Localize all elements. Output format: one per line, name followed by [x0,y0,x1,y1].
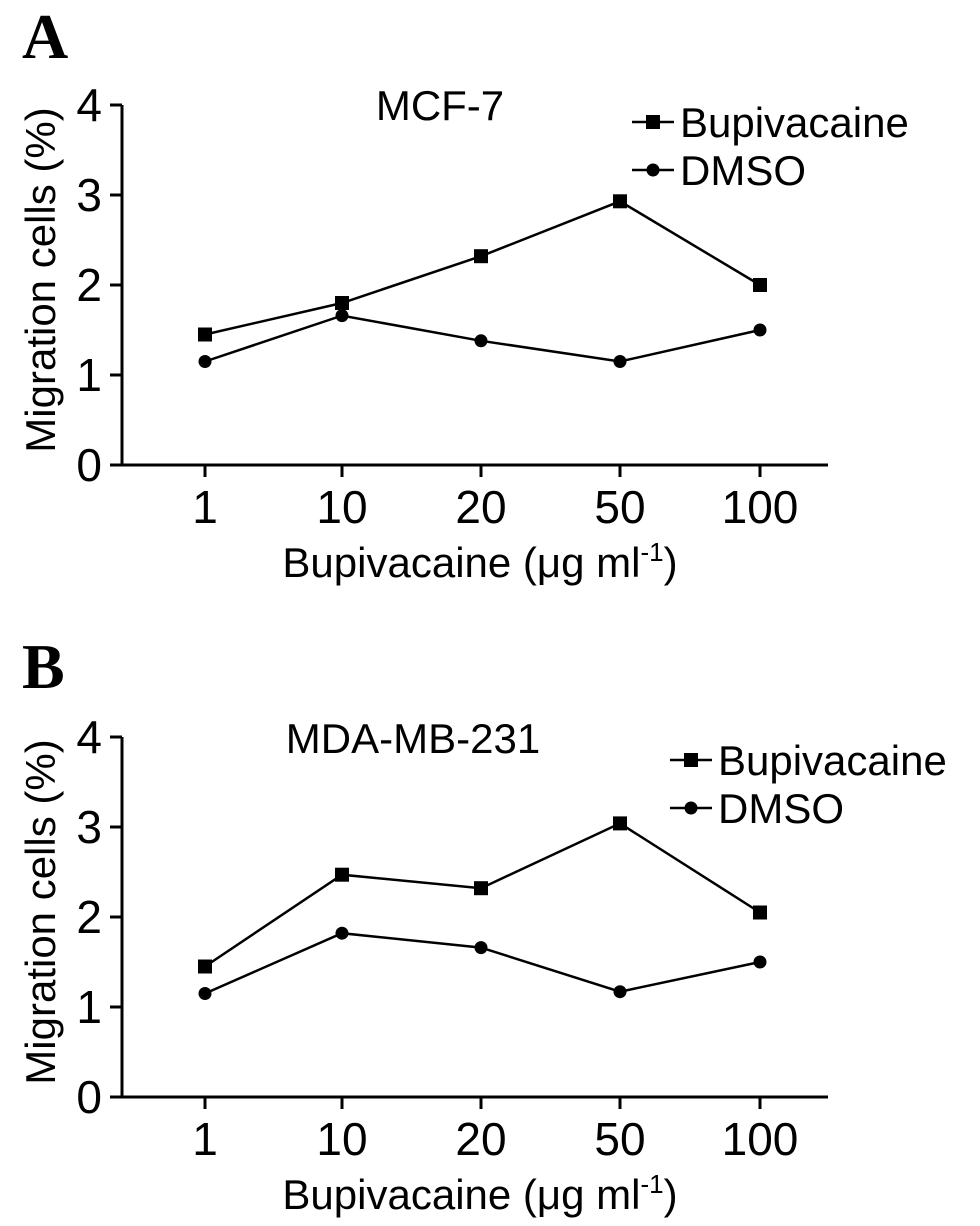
x-tick-label: 50 [594,481,645,533]
y-tick-label: 2 [76,891,102,943]
y-tick-label: 0 [76,1071,102,1123]
x-tick-label: 10 [316,481,367,533]
y-tick-label: 1 [76,349,102,401]
legend-marker-square [684,753,698,767]
data-point-circle [613,355,627,368]
data-point-circle [198,987,212,1000]
data-point-square [474,249,488,264]
legend-marker-square [646,115,660,129]
y-tick-label: 1 [76,981,102,1033]
y-tick-label: 0 [76,439,102,491]
data-point-circle [198,355,212,368]
chart-title: MCF-7 [376,82,504,129]
data-point-circle [753,323,767,337]
data-point-square [335,296,349,310]
x-tick-label: 1 [192,1113,218,1165]
x-axis-label: Bupivacaine (μg ml-1) [282,1169,677,1218]
chart-panel-a: A 0 1 2 3 4 1 10 20 50 100 Bupivacaine (μg ml-1) Mig… [17,1,909,586]
x-tick-label: 20 [455,1113,506,1165]
data-point-circle [335,926,349,940]
y-axis-label: Migration cells (%) [17,739,64,1084]
data-point-square [335,867,349,882]
data-point-square [198,959,212,974]
data-point-circle [613,985,627,999]
x-axis-label: Bupivacaine (μg ml-1) [282,537,677,586]
data-point-circle [753,955,767,969]
legend-marker-circle [684,801,698,815]
legend-label: DMSO [718,785,844,832]
legend-label: Bupivacaine [680,99,909,146]
data-point-square [474,881,488,896]
y-axis-label: Migration cells (%) [17,107,64,452]
data-point-square [753,278,767,292]
x-tick-label: 50 [594,1113,645,1165]
y-tick-label: 3 [76,801,102,853]
y-tick-label: 3 [76,169,102,221]
data-point-circle [474,334,488,348]
x-tick-label: 1 [192,481,218,533]
x-tick-label: 10 [316,1113,367,1165]
data-point-circle [474,941,488,955]
legend-label: DMSO [680,147,806,194]
data-point-square [613,816,627,831]
y-tick-label: 4 [76,79,102,131]
x-tick-label: 100 [722,481,799,533]
x-tick-label: 20 [455,481,506,533]
panel-letter: B [22,631,65,702]
data-point-square [198,327,212,342]
data-point-circle [335,309,349,323]
series-line-bupivacaine [204,199,761,336]
panel-letter: A [22,1,68,72]
data-point-square [753,905,767,920]
y-tick-label: 4 [76,711,102,763]
x-tick-label: 100 [722,1113,799,1165]
legend-marker-circle [646,163,660,177]
chart-title: MDA-MB-231 [286,715,540,762]
chart-panel-b: B 0 1 2 3 4 1 10 20 50 100 Bupivacaine (μg ml-1) Mig… [17,631,947,1218]
data-point-square [613,194,627,209]
y-tick-label: 2 [76,259,102,311]
legend-label: Bupivacaine [718,737,947,784]
